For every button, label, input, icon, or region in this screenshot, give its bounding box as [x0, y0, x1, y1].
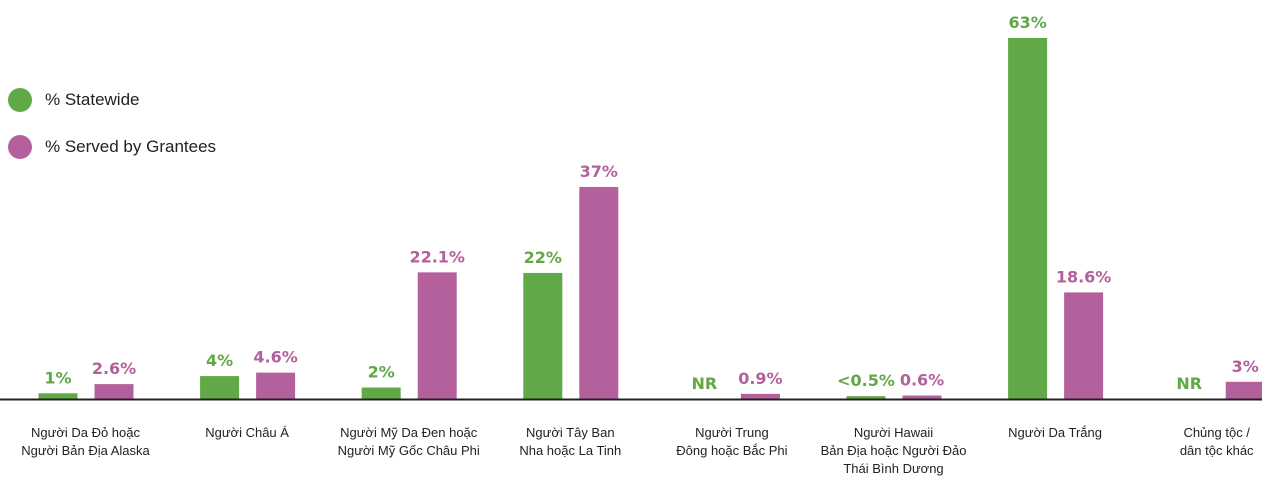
legend-label-served: % Served by Grantees [45, 137, 217, 156]
bar-statewide-6 [1008, 38, 1048, 399]
value-label-statewide-5: <0.5% [837, 371, 895, 390]
bar-served-7 [1225, 381, 1262, 399]
bar-statewide-5 [846, 396, 886, 399]
category-label-3: Người Tây Ban Nha hoặc La Tinh [519, 425, 621, 458]
legend-item-statewide: % Statewide [8, 87, 216, 113]
value-label-statewide-2: 2% [368, 363, 395, 382]
value-label-served-2: 22.1% [409, 247, 465, 266]
value-label-served-5: 0.6% [900, 371, 944, 390]
category-label-0: Người Da Đỏ hoặc Người Bản Địa Alaska [21, 425, 150, 458]
bar-served-5 [902, 395, 942, 399]
bar-statewide-2 [361, 387, 401, 399]
category-label-5: Người Hawaii Bản Địa hoặc Người Đảo Thái B… [821, 425, 967, 476]
category-label-1: Người Châu Á [205, 425, 289, 440]
value-label-statewide-4: NR [692, 374, 718, 393]
legend: % Statewide % Served by Grantees [8, 87, 216, 181]
category-label-4: Người Trung Đông hoặc Bắc Phi [676, 425, 787, 458]
bar-served-0 [94, 384, 134, 399]
value-label-served-4: 0.9% [738, 369, 782, 388]
category-label-7: Chủng tộc / dân tộc khác [1180, 425, 1254, 458]
bar-statewide-3 [523, 272, 563, 399]
bar-served-1 [256, 372, 296, 399]
value-label-served-6: 18.6% [1056, 267, 1112, 286]
legend-swatch-served [8, 135, 32, 159]
value-label-served-3: 37% [580, 162, 618, 181]
value-label-statewide-6: 63% [1008, 13, 1046, 32]
bar-served-3 [579, 186, 619, 399]
bar-statewide-0 [38, 393, 78, 399]
value-label-served-0: 2.6% [92, 359, 136, 378]
bar-served-6 [1064, 292, 1104, 399]
value-label-served-7: 3% [1232, 357, 1259, 376]
bar-served-4 [740, 393, 780, 399]
legend-swatch-statewide [8, 88, 32, 112]
bar-served-2 [417, 272, 457, 399]
legend-item-served: % Served by Grantees [8, 134, 216, 160]
value-label-statewide-3: 22% [524, 248, 562, 267]
category-label-6: Người Da Trắng [1008, 425, 1102, 440]
legend-label-statewide: % Statewide [45, 90, 140, 109]
bar-statewide-1 [200, 376, 240, 399]
value-label-statewide-1: 4% [206, 351, 233, 370]
value-label-served-1: 4.6% [253, 348, 297, 367]
value-label-statewide-0: 1% [44, 368, 71, 387]
value-label-statewide-7: NR [1176, 374, 1202, 393]
category-label-2: Người Mỹ Da Đen hoặc Người Mỹ Gốc Châu Ph… [338, 425, 480, 458]
